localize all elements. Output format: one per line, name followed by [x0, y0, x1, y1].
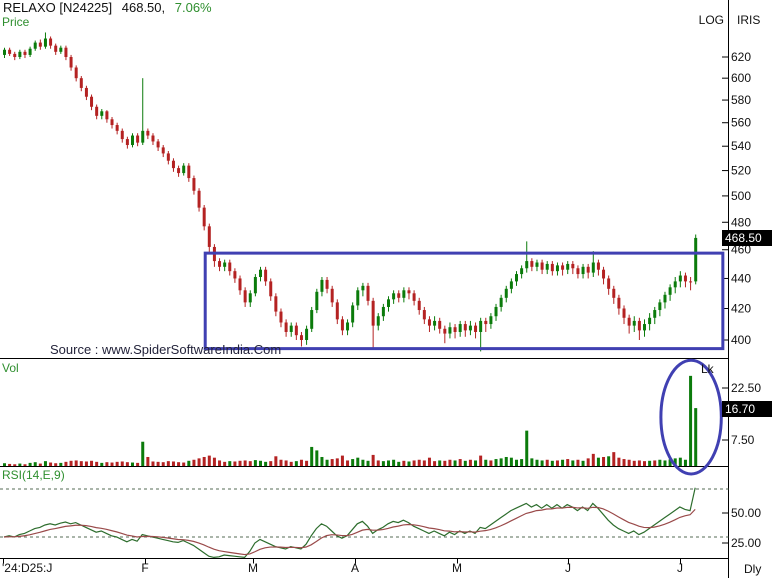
rsi-panel-label: RSI(14,E,9)	[2, 468, 65, 482]
svg-text:520: 520	[731, 164, 751, 178]
source-watermark: Source : www.SpiderSoftwareIndia.Com	[50, 342, 282, 357]
volume-spike-ellipse-annotation[interactable]	[659, 358, 723, 476]
volume-unit-label: Lk	[701, 362, 714, 376]
rsi-guide-lines	[0, 488, 729, 538]
rsi-lines	[3, 487, 696, 559]
volume-panel-label: Vol	[2, 361, 19, 375]
scale-mode-label[interactable]: LOG	[698, 13, 724, 27]
last-price-axis-badge: 468.50	[722, 230, 772, 246]
svg-text:7.50: 7.50	[731, 433, 755, 447]
consolidation-box-annotation[interactable]	[203, 251, 725, 351]
svg-text:560: 560	[731, 116, 751, 130]
last-volume-axis-badge: 16.70	[722, 401, 772, 417]
price-panel-label: Price	[2, 15, 30, 29]
x-axis-label-dec-jan: '24:D25:J	[2, 561, 53, 575]
volume-bars	[3, 375, 698, 466]
symbol-name: RELAXO [N24225]	[3, 0, 113, 15]
chart-header: RELAXO [N24225] 468.50, 7.06%	[3, 1, 218, 15]
svg-text:50.00: 50.00	[731, 506, 761, 520]
svg-text:400: 400	[731, 333, 751, 347]
svg-text:500: 500	[731, 189, 751, 203]
last-price: 468.50,	[121, 0, 166, 15]
x-axis-label-feb: F	[141, 561, 149, 575]
svg-text:480: 480	[731, 215, 751, 229]
x-axis-label-apr: A	[350, 561, 359, 575]
x-axis-label-mar: M	[248, 561, 258, 575]
x-axis-label-may: M	[452, 561, 462, 575]
svg-text:25.00: 25.00	[731, 536, 761, 550]
svg-text:420: 420	[731, 301, 751, 315]
periodicity-label[interactable]: Dly	[744, 562, 762, 576]
x-axis-label-jun: J	[565, 561, 571, 575]
svg-text:460: 460	[731, 243, 751, 257]
x-axis-label-jul: J	[677, 561, 683, 575]
price-candles	[3, 32, 698, 352]
axes-grid: 620 600 580 560 540 520 500 480 460 440 420 400 22.5…	[0, 0, 761, 578]
app-name-label: IRIS	[737, 13, 761, 27]
svg-text:580: 580	[731, 93, 751, 107]
change-percent: 7.06%	[174, 0, 212, 15]
svg-text:440: 440	[731, 271, 751, 285]
svg-text:540: 540	[731, 139, 751, 153]
analyst-annotations	[203, 251, 725, 476]
svg-text:22.50: 22.50	[731, 381, 761, 395]
svg-text:600: 600	[731, 71, 751, 85]
svg-text:620: 620	[731, 50, 751, 64]
